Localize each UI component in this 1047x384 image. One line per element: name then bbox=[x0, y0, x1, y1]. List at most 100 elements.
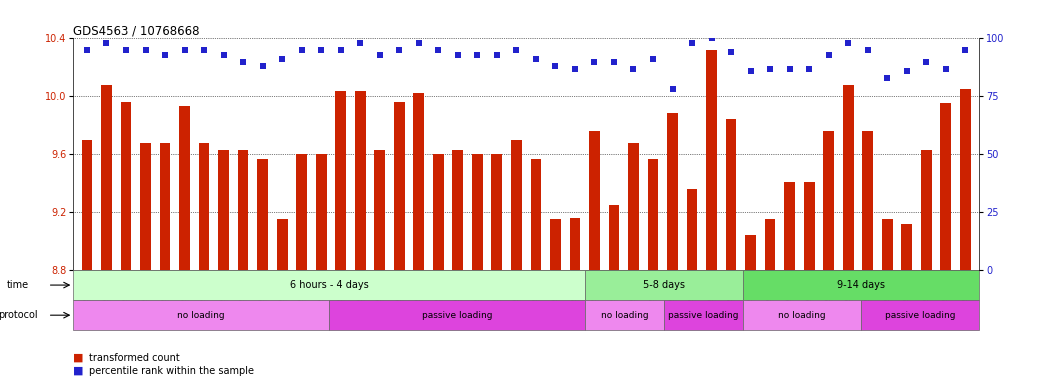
Bar bbox=[432, 154, 444, 270]
Point bbox=[664, 86, 681, 93]
Bar bbox=[120, 102, 131, 270]
Point bbox=[684, 40, 700, 46]
Bar bbox=[742, 300, 861, 330]
Point bbox=[566, 65, 583, 71]
Point bbox=[528, 56, 544, 62]
Bar bbox=[861, 300, 979, 330]
Bar bbox=[570, 218, 580, 270]
Text: passive loading: passive loading bbox=[422, 311, 492, 320]
Bar bbox=[823, 131, 834, 270]
Bar bbox=[745, 235, 756, 270]
Bar bbox=[375, 150, 385, 270]
Point bbox=[722, 49, 739, 55]
Bar bbox=[276, 219, 288, 270]
Bar bbox=[664, 300, 742, 330]
Point bbox=[547, 63, 563, 69]
Bar bbox=[784, 182, 795, 270]
Text: ■: ■ bbox=[73, 353, 84, 363]
Bar bbox=[316, 154, 327, 270]
Point bbox=[605, 58, 622, 65]
Bar bbox=[335, 91, 347, 270]
Point bbox=[918, 58, 935, 65]
Bar bbox=[843, 85, 853, 270]
Bar bbox=[394, 102, 404, 270]
Point bbox=[176, 47, 193, 53]
Bar bbox=[140, 142, 151, 270]
Bar bbox=[628, 142, 639, 270]
Bar bbox=[804, 182, 815, 270]
Bar bbox=[258, 159, 268, 270]
Text: no loading: no loading bbox=[778, 311, 826, 320]
Bar bbox=[764, 219, 776, 270]
Bar bbox=[218, 150, 229, 270]
Bar bbox=[452, 150, 463, 270]
Point bbox=[840, 40, 856, 46]
Bar bbox=[414, 93, 424, 270]
Point bbox=[117, 47, 134, 53]
Text: percentile rank within the sample: percentile rank within the sample bbox=[89, 366, 254, 376]
Bar bbox=[585, 270, 742, 300]
Point bbox=[860, 47, 876, 53]
Bar bbox=[882, 219, 893, 270]
Bar bbox=[355, 91, 365, 270]
Point bbox=[898, 68, 915, 74]
Bar bbox=[940, 103, 951, 270]
Text: passive loading: passive loading bbox=[668, 311, 738, 320]
Point bbox=[820, 51, 837, 58]
Bar bbox=[726, 119, 736, 270]
Text: 9-14 days: 9-14 days bbox=[837, 280, 885, 290]
Point bbox=[293, 47, 310, 53]
Text: time: time bbox=[7, 280, 29, 290]
Bar bbox=[921, 150, 932, 270]
Text: no loading: no loading bbox=[177, 311, 225, 320]
Bar bbox=[960, 89, 971, 270]
Point bbox=[762, 65, 779, 71]
Point bbox=[196, 47, 213, 53]
Point bbox=[332, 47, 349, 53]
Point bbox=[430, 47, 447, 53]
Bar bbox=[73, 270, 585, 300]
Point bbox=[937, 65, 954, 71]
Point bbox=[801, 65, 818, 71]
Text: passive loading: passive loading bbox=[885, 311, 955, 320]
Text: protocol: protocol bbox=[0, 310, 38, 320]
Bar bbox=[296, 154, 307, 270]
Point bbox=[469, 51, 486, 58]
Bar bbox=[82, 140, 92, 270]
Bar bbox=[238, 150, 248, 270]
Point bbox=[235, 58, 251, 65]
Point bbox=[878, 75, 895, 81]
Bar bbox=[531, 159, 541, 270]
Point bbox=[410, 40, 427, 46]
Point bbox=[625, 65, 642, 71]
Bar bbox=[550, 219, 561, 270]
Point bbox=[957, 47, 974, 53]
Point bbox=[781, 65, 798, 71]
Point bbox=[742, 68, 759, 74]
Point bbox=[586, 58, 603, 65]
Point bbox=[98, 40, 115, 46]
Text: 6 hours - 4 days: 6 hours - 4 days bbox=[290, 280, 369, 290]
Text: transformed count: transformed count bbox=[89, 353, 180, 363]
Point bbox=[489, 51, 506, 58]
Bar bbox=[901, 224, 912, 270]
Bar bbox=[589, 131, 600, 270]
Bar bbox=[199, 142, 209, 270]
Point bbox=[372, 51, 388, 58]
Bar bbox=[102, 85, 112, 270]
Point bbox=[216, 51, 232, 58]
Bar bbox=[179, 106, 190, 270]
Bar bbox=[687, 189, 697, 270]
Bar bbox=[329, 300, 585, 330]
Text: 5-8 days: 5-8 days bbox=[643, 280, 685, 290]
Text: ■: ■ bbox=[73, 366, 84, 376]
Bar bbox=[608, 205, 620, 270]
Bar bbox=[742, 270, 979, 300]
Point bbox=[391, 47, 407, 53]
Bar bbox=[511, 140, 521, 270]
Bar bbox=[863, 131, 873, 270]
Point bbox=[704, 35, 720, 41]
Bar bbox=[648, 159, 659, 270]
Text: GDS4563 / 10768668: GDS4563 / 10768668 bbox=[73, 24, 200, 37]
Bar bbox=[706, 50, 717, 270]
